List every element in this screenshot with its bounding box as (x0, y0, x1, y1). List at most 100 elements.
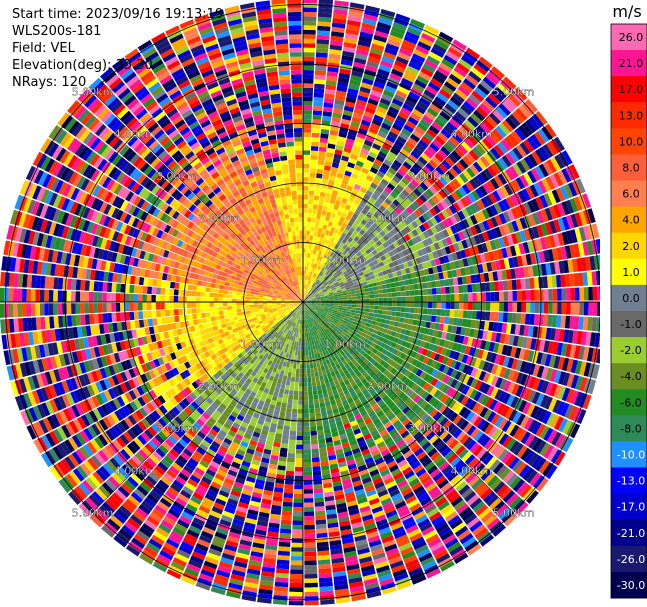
gate-cell (303, 168, 310, 173)
gate-cell (499, 291, 504, 301)
gate-cell (287, 399, 293, 405)
gate-cell (342, 279, 348, 284)
gate-cell (322, 238, 327, 244)
gate-cell (507, 133, 519, 147)
gate-cell (444, 81, 457, 92)
gate-cell (337, 191, 344, 198)
gate-cell (308, 248, 312, 254)
gate-cell (541, 126, 553, 141)
gate-cell (291, 542, 303, 548)
gate-cell (325, 84, 337, 91)
gate-cell (524, 278, 531, 290)
gate-cell (303, 16, 317, 22)
gate-cell (453, 285, 459, 294)
gate-cell (403, 279, 409, 286)
gate-cell (386, 135, 396, 144)
gate-cell (285, 380, 291, 386)
gate-cell (444, 316, 450, 325)
gate-cell (342, 297, 348, 300)
gate-cell (401, 302, 406, 307)
gate-cell (373, 114, 384, 123)
gate-cell (531, 168, 541, 182)
gate-cell (323, 169, 331, 176)
gate-cell (426, 315, 432, 322)
gate-cell (292, 516, 303, 521)
gate-cell (462, 218, 470, 229)
gate-cell (343, 42, 357, 49)
gate-cell (557, 170, 568, 185)
gate-cell (347, 161, 356, 169)
gate-cell (356, 239, 363, 245)
gate-cell (467, 284, 473, 293)
gate-cell (337, 77, 350, 84)
gate-cell (391, 68, 404, 78)
gate-cell (361, 22, 376, 31)
gate-cell (287, 371, 292, 377)
gate-cell (320, 272, 324, 277)
gate-cell (372, 282, 378, 287)
gate-cell (419, 118, 431, 129)
gate-cell (315, 515, 326, 521)
gate-cell (283, 425, 290, 431)
gate-cell (398, 192, 407, 201)
gate-cell (358, 90, 370, 98)
gate-cell (346, 24, 360, 32)
gate-cell (312, 457, 320, 463)
gate-cell (529, 184, 539, 198)
gate-cell (303, 409, 309, 414)
gate-cell (374, 30, 389, 39)
gate-cell (349, 153, 359, 161)
gate-cell (386, 288, 392, 293)
gate-cell (500, 186, 510, 198)
gate-cell (436, 66, 451, 77)
gate-cell (315, 56, 328, 63)
gate-cell (332, 112, 342, 119)
gate-cell (326, 152, 334, 158)
gate-cell (410, 245, 417, 253)
gate-cell (426, 175, 435, 185)
gate-cell (383, 51, 397, 60)
gate-cell (303, 466, 312, 472)
gate-cell (392, 64, 406, 74)
gate-cell (376, 106, 388, 114)
gate-cell (378, 64, 392, 73)
gate-cell (367, 283, 373, 288)
gate-cell (303, 177, 309, 182)
gate-cell (588, 302, 594, 316)
gate-cell (367, 131, 377, 139)
gate-cell (402, 144, 413, 154)
gate-cell (431, 156, 442, 166)
gate-cell (359, 86, 371, 94)
gate-cell (325, 270, 330, 276)
gate-cell (391, 292, 397, 297)
gate-cell (354, 164, 363, 172)
gate-cell (360, 292, 366, 296)
gate-cell (355, 226, 362, 233)
gate-cell (324, 269, 329, 275)
gate-cell (359, 263, 365, 269)
gate-cell (418, 289, 424, 296)
gate-cell (552, 288, 558, 301)
gate-cell (430, 226, 438, 235)
gate-cell (342, 244, 348, 250)
gate-cell (303, 373, 307, 378)
gate-cell (291, 547, 303, 552)
gate-cell (286, 466, 295, 472)
gate-cell (481, 208, 491, 220)
gate-cell (332, 253, 337, 259)
gate-cell (320, 379, 325, 385)
gate-cell (457, 85, 471, 97)
gate-cell (323, 201, 329, 207)
gate-cell (332, 272, 338, 277)
gate-cell (308, 244, 312, 250)
gate-cell (422, 63, 436, 74)
gate-cell (296, 431, 303, 436)
gate-cell (404, 185, 413, 195)
gate-cell (315, 264, 320, 270)
gate-cell (360, 295, 366, 299)
gate-cell (304, 507, 314, 512)
gate-cell (471, 90, 485, 103)
gate-cell (335, 224, 342, 231)
gate-cell (339, 253, 345, 259)
gate-cell (309, 177, 316, 183)
